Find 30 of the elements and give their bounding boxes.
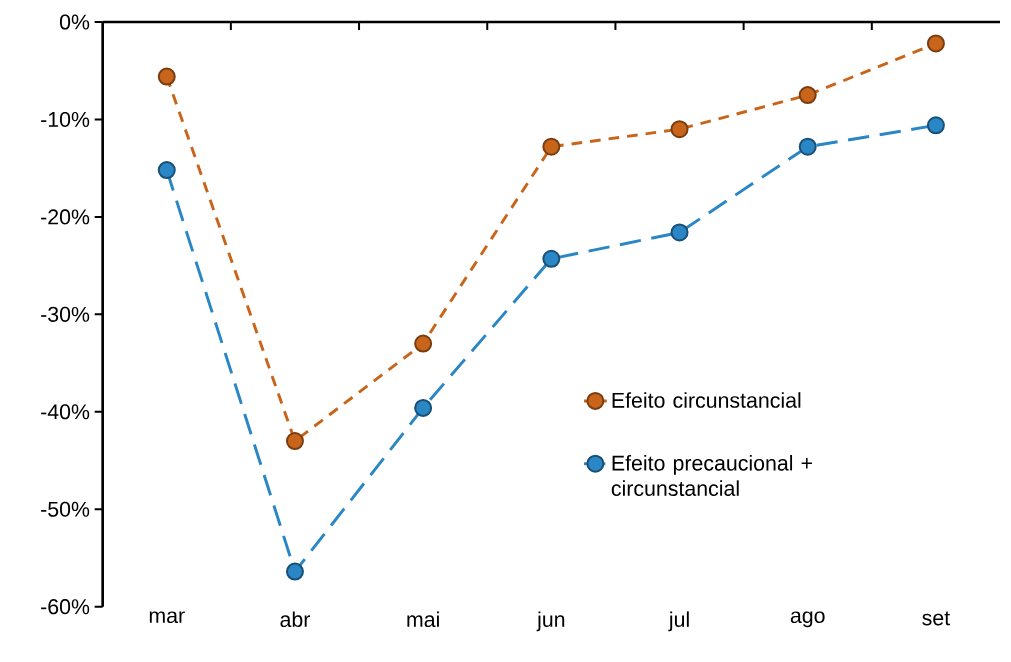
y-tick-label: -50% xyxy=(41,501,90,517)
x-tick-label: jun xyxy=(536,611,565,632)
x-tick-label: jul xyxy=(668,611,689,632)
point xyxy=(670,120,689,139)
y-tick-label: -30% xyxy=(41,306,90,322)
point xyxy=(798,86,817,105)
y-tick-label: -40% xyxy=(41,404,90,420)
x-tick-label: set xyxy=(922,611,950,626)
y-tick-label: 0% xyxy=(59,14,90,30)
point xyxy=(414,334,433,353)
legend-label: Efeito precaucional + circunstancial xyxy=(611,454,812,496)
point xyxy=(542,249,561,268)
point xyxy=(542,137,561,156)
x-tick-label: mai xyxy=(407,611,439,628)
point xyxy=(157,67,176,86)
point xyxy=(285,562,304,581)
point xyxy=(926,116,945,135)
point xyxy=(670,223,689,242)
point xyxy=(926,34,945,53)
x-tick-label: ago xyxy=(790,611,825,628)
point xyxy=(285,432,304,451)
x-tick-label: mar xyxy=(149,611,185,624)
legend-label: Efeito circunstancial xyxy=(612,392,801,408)
x-tick-label: abr xyxy=(280,611,311,628)
y-tick-label: -20% xyxy=(41,209,90,225)
point xyxy=(798,137,817,156)
y-tick-label: -10% xyxy=(41,111,90,127)
point xyxy=(157,161,176,180)
point xyxy=(414,398,433,417)
y-tick-label: -60% xyxy=(41,599,90,615)
